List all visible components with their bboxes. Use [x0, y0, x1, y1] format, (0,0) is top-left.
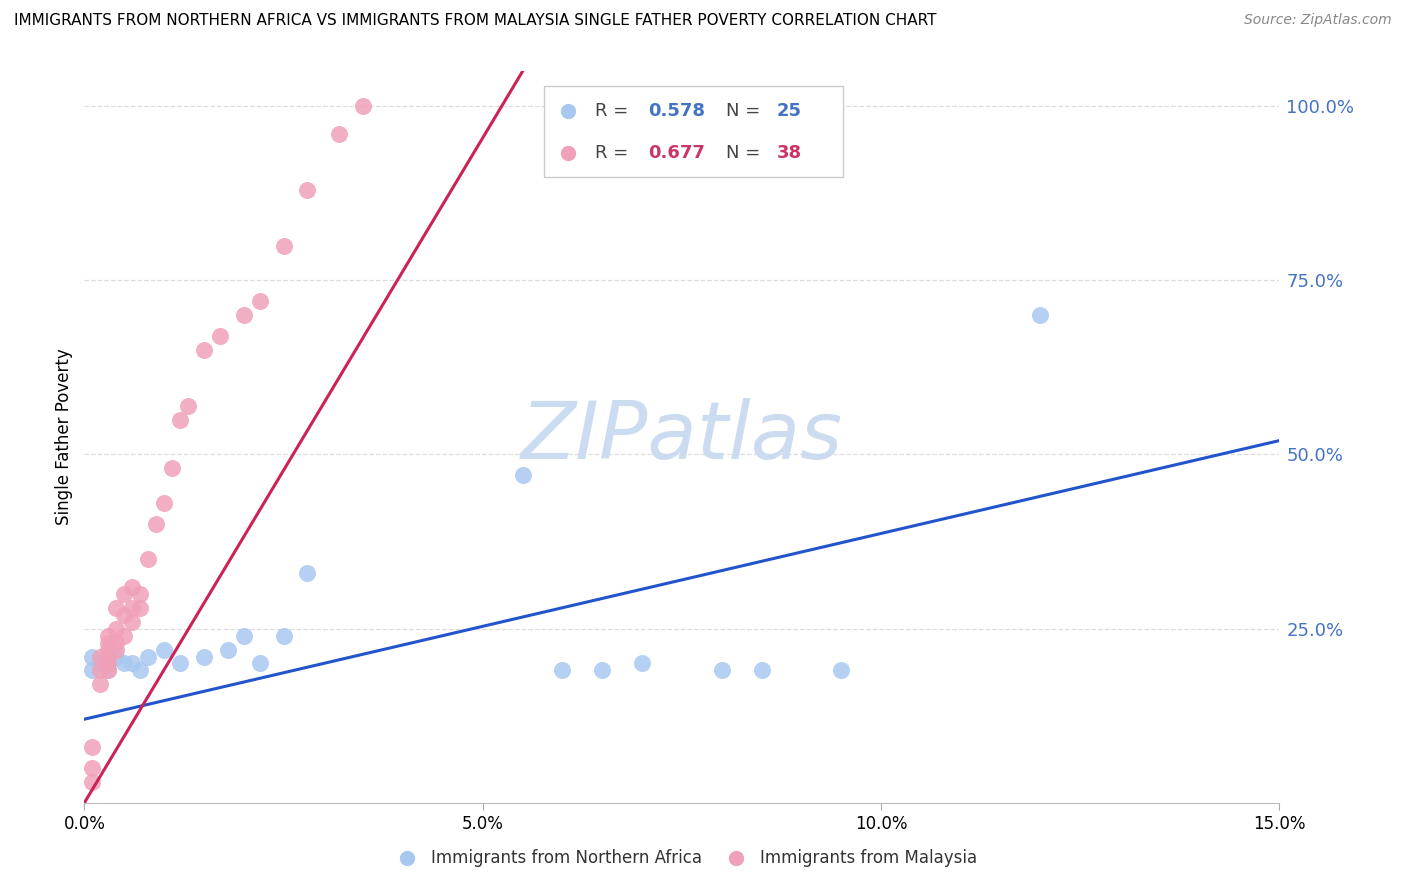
Text: ZIPatlas: ZIPatlas: [520, 398, 844, 476]
Point: [97, 642, 120, 657]
Point: [97, 635, 120, 649]
Point: [112, 657, 135, 671]
Text: Immigrants from Northern Africa: Immigrants from Northern Africa: [432, 848, 702, 867]
Point: [297, 566, 319, 580]
Text: Source: ZipAtlas.com: Source: ZipAtlas.com: [1244, 13, 1392, 28]
Point: [153, 642, 176, 657]
Point: [97, 657, 120, 671]
Point: [89, 657, 111, 671]
Point: [105, 649, 128, 664]
Point: [105, 600, 128, 615]
Text: 25: 25: [776, 102, 801, 120]
Point: [112, 607, 135, 622]
Point: [82, 761, 104, 775]
Point: [232, 308, 254, 322]
Y-axis label: Single Father Poverty: Single Father Poverty: [55, 349, 73, 525]
Text: IMMIGRANTS FROM NORTHERN AFRICA VS IMMIGRANTS FROM MALAYSIA SINGLE FATHER POVERT: IMMIGRANTS FROM NORTHERN AFRICA VS IMMIG…: [14, 13, 936, 29]
Point: [89, 649, 111, 664]
Point: [591, 664, 613, 678]
Point: [82, 664, 104, 678]
Point: [710, 664, 733, 678]
Point: [208, 329, 231, 343]
Point: [121, 580, 143, 594]
Point: [105, 635, 128, 649]
Point: [112, 587, 135, 601]
Point: [249, 294, 271, 309]
Text: Immigrants from Malaysia: Immigrants from Malaysia: [759, 848, 977, 867]
Point: [273, 238, 295, 252]
Point: [89, 664, 111, 678]
Point: [82, 775, 104, 789]
Point: [751, 664, 773, 678]
Text: 38: 38: [776, 144, 801, 161]
Point: [177, 399, 200, 413]
Point: [136, 649, 159, 664]
Point: [249, 657, 271, 671]
Point: [121, 600, 143, 615]
Point: [97, 664, 120, 678]
Point: [105, 622, 128, 636]
Point: [129, 587, 152, 601]
Point: [112, 629, 135, 643]
Point: [217, 642, 239, 657]
Point: [169, 412, 191, 426]
Point: [297, 183, 319, 197]
Point: [153, 496, 176, 510]
Point: [512, 468, 534, 483]
Point: [129, 664, 152, 678]
Point: [631, 657, 654, 671]
Point: [232, 629, 254, 643]
Point: [193, 649, 215, 664]
Point: [97, 664, 120, 678]
FancyBboxPatch shape: [544, 86, 844, 178]
Point: [145, 517, 167, 532]
Point: [830, 664, 852, 678]
Point: [273, 629, 295, 643]
Point: [1029, 308, 1052, 322]
Point: [352, 99, 374, 113]
Text: R =: R =: [595, 102, 634, 120]
Point: [82, 740, 104, 755]
Point: [160, 461, 183, 475]
Text: 0.677: 0.677: [648, 144, 706, 161]
Point: [129, 600, 152, 615]
Point: [97, 629, 120, 643]
Point: [328, 127, 350, 141]
Point: [551, 664, 574, 678]
Text: N =: N =: [725, 102, 766, 120]
Text: 0.578: 0.578: [648, 102, 706, 120]
Point: [105, 642, 128, 657]
Point: [97, 649, 120, 664]
Point: [89, 677, 111, 691]
Point: [121, 657, 143, 671]
Point: [121, 615, 143, 629]
Point: [169, 657, 191, 671]
Point: [82, 649, 104, 664]
Text: R =: R =: [595, 144, 634, 161]
Point: [136, 552, 159, 566]
Text: N =: N =: [725, 144, 766, 161]
Point: [193, 343, 215, 357]
